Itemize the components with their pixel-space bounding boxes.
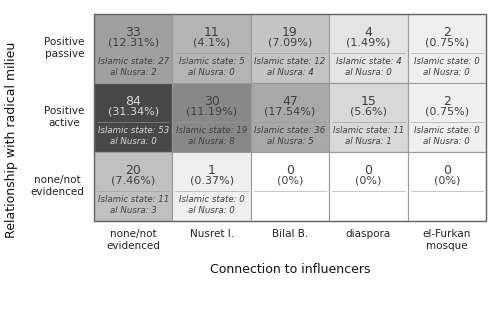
Text: (4.1%): (4.1%)	[193, 38, 230, 47]
Text: none/not
evidenced: none/not evidenced	[106, 229, 160, 251]
Text: 47: 47	[282, 95, 298, 108]
Text: 1: 1	[208, 164, 216, 177]
Text: el-Furkan
mosque: el-Furkan mosque	[422, 229, 471, 251]
Text: (1.49%): (1.49%)	[346, 38, 391, 47]
Text: al Nusra: 0: al Nusra: 0	[345, 68, 392, 77]
Bar	[408, 83, 486, 152]
Text: al Nusra: 0: al Nusra: 0	[424, 137, 470, 146]
Bar	[408, 152, 486, 220]
Text: (0.75%): (0.75%)	[425, 107, 469, 117]
Text: Relationship with radical milieu: Relationship with radical milieu	[5, 41, 18, 238]
Text: al Nusra: 0: al Nusra: 0	[110, 137, 156, 146]
Bar	[172, 152, 251, 220]
Text: Islamic state: 27: Islamic state: 27	[98, 57, 169, 66]
Text: 0: 0	[364, 164, 372, 177]
Text: Islamic state: 4: Islamic state: 4	[336, 57, 402, 66]
Text: Islamic state: 53: Islamic state: 53	[98, 126, 169, 135]
Text: al Nusra: 0: al Nusra: 0	[188, 206, 235, 215]
Text: al Nusra: 0: al Nusra: 0	[188, 68, 235, 77]
Text: Islamic state: 5: Islamic state: 5	[178, 57, 244, 66]
Bar	[251, 83, 329, 152]
Text: Positive
passive: Positive passive	[44, 37, 84, 59]
Text: (11.19%): (11.19%)	[186, 107, 237, 117]
Text: 11: 11	[204, 26, 220, 39]
Text: al Nusra: 8: al Nusra: 8	[188, 137, 235, 146]
Text: 15: 15	[360, 95, 376, 108]
Text: al Nusra: 1: al Nusra: 1	[345, 137, 392, 146]
Text: (0.75%): (0.75%)	[425, 38, 469, 47]
Bar	[94, 13, 486, 220]
Bar	[94, 83, 172, 152]
Text: Bilal B.: Bilal B.	[272, 229, 308, 240]
Text: Islamic state: 12: Islamic state: 12	[254, 57, 326, 66]
Text: 30: 30	[204, 95, 220, 108]
Text: 19: 19	[282, 26, 298, 39]
Text: Islamic state: 19: Islamic state: 19	[176, 126, 247, 135]
Bar	[94, 13, 172, 83]
Text: al Nusra: 0: al Nusra: 0	[424, 68, 470, 77]
Text: (7.09%): (7.09%)	[268, 38, 312, 47]
Text: (31.34%): (31.34%)	[108, 107, 158, 117]
Text: Islamic state: 0: Islamic state: 0	[414, 57, 480, 66]
Bar	[251, 13, 329, 83]
Bar	[408, 13, 486, 83]
Text: Islamic state: 0: Islamic state: 0	[178, 195, 244, 204]
Text: Positive
active: Positive active	[44, 106, 84, 128]
Text: Connection to influencers: Connection to influencers	[210, 263, 370, 276]
Text: 84: 84	[125, 95, 141, 108]
Text: (0%): (0%)	[277, 175, 303, 185]
Bar	[172, 13, 251, 83]
Text: none/not
evidenced: none/not evidenced	[30, 175, 84, 197]
Text: Islamic state: 36: Islamic state: 36	[254, 126, 326, 135]
Text: 20: 20	[125, 164, 141, 177]
Text: al Nusra: 5: al Nusra: 5	[266, 137, 314, 146]
Text: 33: 33	[126, 26, 141, 39]
Bar	[329, 83, 407, 152]
Text: Islamic state: 11: Islamic state: 11	[333, 126, 404, 135]
Text: al Nusra: 4: al Nusra: 4	[266, 68, 314, 77]
Text: 0: 0	[443, 164, 451, 177]
Text: (0%): (0%)	[355, 175, 382, 185]
Text: al Nusra: 3: al Nusra: 3	[110, 206, 156, 215]
Text: Islamic state: 11: Islamic state: 11	[98, 195, 169, 204]
Text: (12.31%): (12.31%)	[108, 38, 158, 47]
Bar	[329, 152, 407, 220]
Text: 4: 4	[364, 26, 372, 39]
Bar	[251, 152, 329, 220]
Text: 2: 2	[443, 95, 451, 108]
Text: diaspora: diaspora	[346, 229, 391, 240]
Text: Nusret I.: Nusret I.	[190, 229, 234, 240]
Bar	[172, 83, 251, 152]
Text: (17.54%): (17.54%)	[264, 107, 316, 117]
Bar	[329, 13, 407, 83]
Text: al Nusra: 2: al Nusra: 2	[110, 68, 156, 77]
Text: (0.37%): (0.37%)	[190, 175, 234, 185]
Text: (7.46%): (7.46%)	[111, 175, 156, 185]
Text: (5.6%): (5.6%)	[350, 107, 387, 117]
Bar	[94, 152, 172, 220]
Text: (0%): (0%)	[434, 175, 460, 185]
Text: 2: 2	[443, 26, 451, 39]
Text: Islamic state: 0: Islamic state: 0	[414, 126, 480, 135]
Text: 0: 0	[286, 164, 294, 177]
